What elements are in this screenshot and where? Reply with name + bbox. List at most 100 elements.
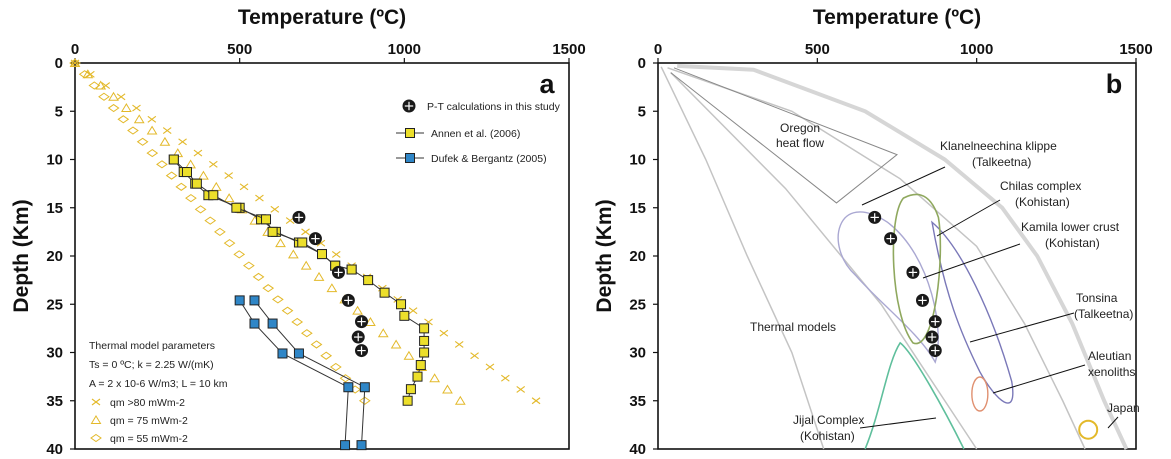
- legend-qm55-label: qm = 55 mWm-2: [110, 433, 188, 445]
- qm55-marker: [185, 193, 197, 203]
- qm75-marker: [159, 136, 171, 146]
- label-jijal-1: Jijal Complex: [793, 413, 864, 427]
- x-marker-stroke: [91, 398, 101, 406]
- dufek-point: [267, 318, 278, 329]
- qm80-marker: [485, 363, 495, 371]
- x-marker-stroke: [270, 205, 280, 213]
- x-axis-title: Temperature (ºC): [238, 6, 406, 29]
- y-tick-label: 30: [46, 345, 63, 362]
- y-tick-label: 25: [46, 296, 63, 313]
- qm55-marker: [146, 148, 159, 158]
- y-tick-label: 5: [55, 103, 63, 120]
- qm75-marker: [223, 193, 235, 203]
- japan-field: [1078, 419, 1099, 440]
- qm75-marker: [352, 305, 363, 315]
- params-title: Thermal model parameters: [89, 340, 215, 352]
- qm55-marker: [214, 227, 226, 236]
- pt-calculation-point: [355, 315, 369, 329]
- qm75-marker: [390, 339, 402, 349]
- legend-qm75-label: qm = 75 mWm-2: [110, 415, 188, 427]
- pt-calculation-point: [868, 210, 882, 224]
- annen-point: [415, 360, 426, 371]
- y-tick-label: 25: [629, 296, 646, 313]
- qm80-marker: [239, 183, 249, 191]
- y-tick-label: 15: [629, 200, 646, 217]
- qm55-marker: [320, 351, 333, 360]
- leader-kamila: [922, 243, 1021, 279]
- annen-point: [379, 287, 390, 298]
- tonsina-field: [931, 220, 1014, 404]
- qm80-marker: [516, 386, 526, 393]
- dufek-point: [359, 382, 370, 393]
- pt-calculation-point: [906, 265, 920, 279]
- pt-calculation-point: [402, 99, 416, 113]
- x-marker-stroke: [485, 363, 495, 371]
- label-aleutian-2: xenoliths: [1088, 365, 1135, 379]
- qm75-marker: [275, 238, 286, 248]
- x-tick-label: 1500: [552, 41, 585, 58]
- legend-dufek-marker: [405, 153, 415, 163]
- x-tick-label: 1000: [960, 41, 993, 58]
- x-tick-label: 1000: [388, 41, 421, 58]
- qm80-marker: [178, 138, 187, 146]
- qm55-marker: [291, 317, 304, 327]
- legend-qm55-marker: [90, 433, 102, 443]
- y-tick-label: 10: [46, 152, 63, 169]
- qm80-marker: [162, 127, 172, 134]
- qm75-marker: [442, 384, 453, 394]
- annen-point: [261, 214, 272, 225]
- dufek-point: [234, 295, 245, 306]
- qm55-marker: [156, 160, 168, 169]
- label-jijal-2: (Kohistan): [800, 429, 855, 443]
- qm75-marker: [185, 159, 196, 169]
- annen-point: [267, 226, 278, 237]
- x-marker-stroke: [331, 250, 341, 258]
- leader-tonsina: [969, 312, 1075, 343]
- qm80-marker: [255, 194, 264, 202]
- qm55-marker: [127, 126, 139, 135]
- y-tick-label: 10: [629, 152, 646, 169]
- annen-point: [363, 275, 374, 286]
- qm75-marker: [287, 249, 299, 259]
- label-aleutian-1: Aleutian: [1088, 349, 1131, 363]
- qm55-marker: [69, 58, 81, 68]
- qm55-marker: [310, 340, 323, 349]
- legend-a: P-T calculations in this study Annen et a…: [396, 99, 561, 165]
- qm75-marker: [377, 328, 389, 338]
- y-tick-label: 40: [629, 441, 646, 458]
- pt-calculation-point: [884, 232, 898, 246]
- annen-point: [402, 395, 413, 406]
- label-oregon-1: Oregon: [780, 121, 820, 135]
- qm75-marker: [133, 114, 145, 124]
- x-marker-stroke: [162, 127, 172, 134]
- qm55-marker: [204, 216, 217, 225]
- qm55-marker: [243, 261, 255, 270]
- dufek-point: [343, 382, 354, 393]
- legend-qm80-label: qm >80 mWm-2: [110, 397, 185, 409]
- x-marker-stroke: [454, 341, 464, 348]
- annen-point: [419, 323, 430, 334]
- qm80-marker: [101, 82, 111, 89]
- qm80-marker: [470, 352, 479, 360]
- label-japan: Japan: [1107, 401, 1140, 415]
- x-tick-label: 500: [805, 41, 830, 58]
- qm80-marker: [439, 329, 449, 337]
- qm55-marker: [117, 115, 130, 124]
- x-marker-stroke: [116, 93, 126, 101]
- legend-qm80-marker: [91, 398, 101, 406]
- annen-point: [168, 154, 179, 165]
- thermal-envelope-outer: [677, 63, 1129, 450]
- y-tick-label: 15: [46, 200, 63, 217]
- qm55-marker: [233, 250, 246, 259]
- annen-point: [297, 237, 308, 248]
- pt-calculation-point: [308, 232, 322, 246]
- qm55-marker: [175, 182, 188, 191]
- annen-point: [399, 310, 410, 321]
- params-line1: Ts = 0 ºC; k = 2.25 W/(mK): [89, 359, 214, 371]
- annen-point: [396, 299, 407, 310]
- x-tick-label: 500: [227, 41, 252, 58]
- label-chilas-2: (Kohistan): [1015, 195, 1070, 209]
- annen-point: [346, 264, 357, 275]
- qm75-marker: [313, 271, 325, 281]
